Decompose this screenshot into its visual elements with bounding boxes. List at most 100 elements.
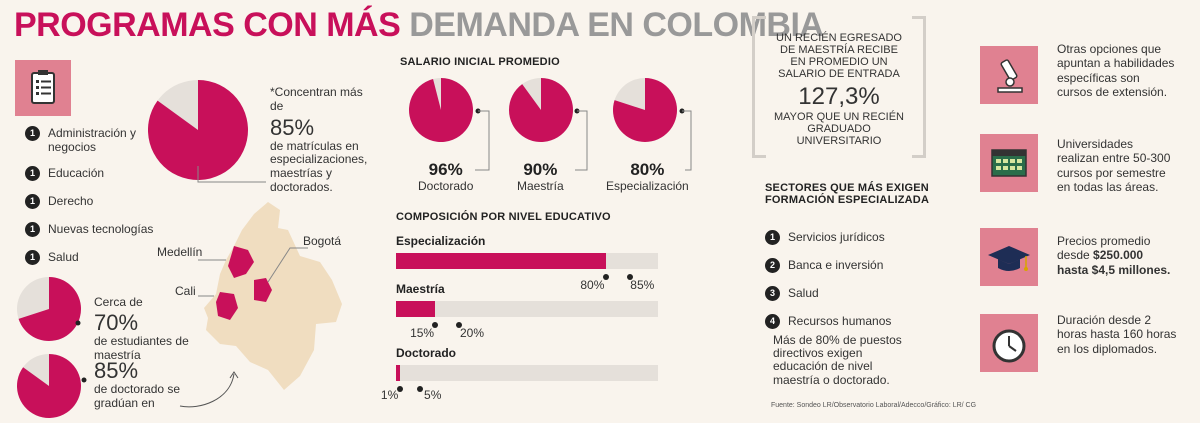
medellin-region — [228, 246, 254, 278]
bar-value-label: 20% — [459, 326, 485, 340]
master-graduation-pie — [17, 277, 81, 341]
calendar-icon — [980, 134, 1038, 192]
sector-label: Servicios jurídicos — [788, 230, 885, 244]
bar-marker — [602, 274, 609, 280]
salary-label: Maestría — [517, 179, 564, 193]
bar-label: Maestría — [396, 282, 445, 296]
microscope-icon — [980, 46, 1038, 104]
doctor-value: 85% — [94, 358, 139, 383]
bar-track: 80% 85% — [396, 253, 658, 292]
doctor-suffix: de doctorado se gradúan en — [94, 382, 181, 410]
bogota-region — [254, 278, 272, 302]
salary-heading: SALARIO INICIAL PROMEDIO — [400, 56, 560, 68]
bar-value-label: 80% — [580, 278, 605, 292]
list-item: 1 Administración y negocios — [25, 126, 158, 155]
bar-marker — [626, 274, 633, 280]
composition-bar-especializacion: Especialización 80% 85% — [396, 234, 658, 292]
bar-fill — [396, 301, 436, 317]
sectors-heading-line2: FORMACIÓN ESPECIALIZADA — [765, 194, 930, 206]
concentration-value: 85% — [270, 114, 315, 140]
master-prefix: Cerca de — [94, 295, 143, 309]
bar-value-label: 85% — [630, 278, 655, 292]
option-prices-bold: $250.000 hasta $4,5 millones. — [1057, 248, 1171, 277]
colombia-map — [179, 202, 342, 408]
quote-line2: MAYOR QUE UN RECIÉN GRADUADO UNIVERSITAR… — [774, 110, 904, 147]
program-label: Nuevas tecnologías — [48, 222, 154, 236]
list-item: 1 Salud — [25, 250, 79, 265]
cali-label: Cali — [175, 284, 196, 298]
bar-marker — [432, 322, 439, 328]
salary-item-especializacion: 80% Especialización — [606, 160, 689, 194]
bar-track: 15% 20% — [396, 301, 658, 340]
rank-badge: 1 — [25, 250, 40, 265]
concentration-pie — [148, 80, 266, 183]
salary-label: Especialización — [606, 179, 689, 193]
concentration-text: *Concentran más de 85% de matrículas en … — [270, 85, 370, 195]
salary-value: 96% — [428, 160, 463, 179]
rank-badge: 3 — [765, 286, 780, 301]
bar-label: Especialización — [396, 234, 486, 248]
bar-value-label: 15% — [410, 326, 435, 340]
master-value: 70% — [94, 309, 139, 335]
list-item: 1 Derecho — [25, 194, 93, 209]
salary-label: Doctorado — [418, 179, 474, 193]
bar-fill — [396, 253, 606, 269]
program-label: Educación — [48, 166, 105, 180]
concentration-suffix: de matrículas en especializaciones, maes… — [270, 138, 368, 194]
bar-fill — [396, 365, 400, 381]
list-item: 2 Banca e inversión — [765, 258, 883, 273]
salary-value: 90% — [523, 160, 558, 179]
salary-quote-box: UN RECIÉN EGRESADO DE MAESTRÍA RECIBE EN… — [752, 16, 926, 158]
list-item: 1 Nuevas tecnologías — [25, 222, 153, 237]
salary-item-doctorado: 96% Doctorado — [418, 160, 473, 194]
salary-value: 80% — [630, 160, 665, 179]
program-label: Derecho — [48, 194, 94, 208]
bar-label: Doctorado — [396, 346, 456, 360]
composition-heading: COMPOSICIÓN POR NIVEL EDUCATIVO — [396, 211, 611, 223]
master-suffix: de estudiantes de maestría — [94, 333, 189, 362]
doctor-graduation-pie — [16, 354, 87, 418]
rank-badge: 1 — [25, 194, 40, 209]
source-text: Fuente: Sondeo LR/Observatorio Laboral/A… — [771, 402, 977, 409]
bracket-left — [752, 16, 766, 158]
quote-line1: UN RECIÉN EGRESADO DE MAESTRÍA RECIBE EN… — [776, 32, 902, 81]
option-duration-text: Duración desde 2 horas hasta 160 horas e… — [1057, 313, 1177, 356]
cali-region — [216, 292, 238, 320]
rank-badge: 1 — [25, 126, 40, 141]
bar-marker — [397, 386, 403, 392]
master-graduation-text: Cerca de 70% de estudiantes de maestría — [94, 295, 204, 362]
sectors-heading-line1: SECTORES QUE MÁS EXIGEN — [765, 182, 929, 194]
rank-badge: 2 — [765, 258, 780, 273]
sector-label: Salud — [788, 286, 819, 300]
quote-value: 127,3% — [798, 83, 880, 111]
list-item: 4 Recursos humanos — [765, 314, 891, 329]
option-prices-text: Precios promedio desde $250.000 hasta $4… — [1057, 234, 1177, 277]
page-title: PROGRAMAS CON MÁS DEMANDA EN COLOMBIA — [14, 6, 824, 44]
salary-item-maestria: 90% Maestría — [517, 160, 564, 194]
composition-bar-maestria: Maestría 15% 20% — [396, 282, 658, 340]
medellin-label: Medellín — [157, 245, 203, 259]
list-item: 1 Educación — [25, 166, 104, 181]
sector-label: Banca e inversión — [788, 258, 884, 272]
quote-text: UN RECIÉN EGRESADO DE MAESTRÍA RECIBE EN… — [772, 32, 906, 147]
bracket-right — [912, 16, 926, 158]
doctor-graduation-text: 85% de doctorado se gradúan en — [94, 360, 204, 411]
option-extension-text: Otras opciones que apuntan a habilidades… — [1057, 42, 1175, 100]
rank-badge: 1 — [765, 230, 780, 245]
concentration-prefix: *Concentran más de — [270, 85, 363, 113]
rank-badge: 1 — [25, 166, 40, 181]
bar-marker — [417, 386, 424, 392]
rank-badge: 1 — [25, 222, 40, 237]
bar-marker — [456, 322, 463, 328]
program-label: Administración y negocios — [48, 126, 137, 155]
composition-bar-doctorado: Doctorado 1% 5% — [381, 346, 658, 402]
bar-track: 1% 5% — [381, 365, 658, 402]
list-item: 3 Salud — [765, 286, 819, 301]
program-label: Salud — [48, 250, 79, 264]
clock-icon — [980, 314, 1038, 372]
bar-value-label: 1% — [380, 388, 399, 402]
sector-label: Recursos humanos — [788, 314, 892, 328]
bar-value-label: 5% — [424, 388, 442, 402]
list-item: 1 Servicios jurídicos — [765, 230, 885, 245]
sectors-heading: SECTORES QUE MÁS EXIGEN FORMACIÓN ESPECI… — [765, 182, 929, 206]
